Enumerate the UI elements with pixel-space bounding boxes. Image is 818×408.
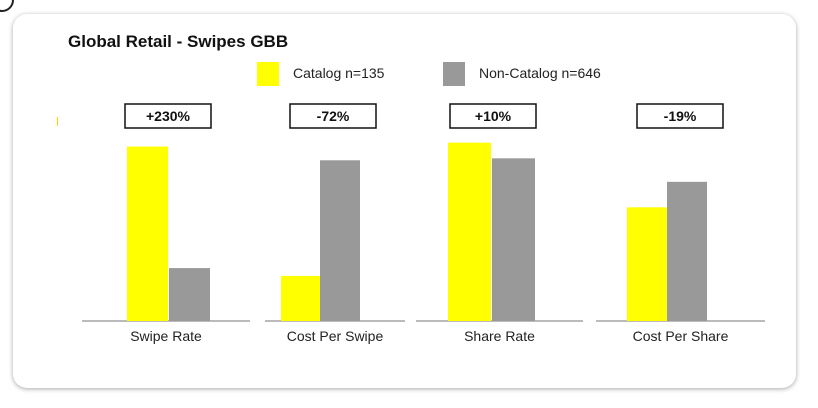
legend-label-catalog: Catalog n=135 [293, 65, 385, 81]
category-label-share-rate: Share Rate [464, 328, 535, 344]
change-badge-swipe-rate [124, 103, 212, 129]
change-label-cost-per-share: -19% [664, 108, 697, 124]
legend-swatch-non-catalog [443, 62, 465, 86]
bar-cost-per-swipe-non-catalog [320, 160, 360, 321]
bar-cost-per-share-non-catalog [667, 181, 707, 321]
legend-swatch-catalog [257, 62, 279, 86]
category-label-swipe-rate: Swipe Rate [130, 328, 202, 344]
legend-label-non-catalog: Non-Catalog n=646 [479, 65, 601, 81]
bar-swipe-rate-non-catalog [169, 268, 210, 321]
bar-cost-per-swipe-catalog [281, 275, 321, 321]
change-label-share-rate: +10% [475, 108, 512, 124]
category-label-cost-per-swipe: Cost Per Swipe [287, 328, 384, 344]
bar-cost-per-share-catalog [627, 207, 667, 321]
category-label-cost-per-share: Cost Per Share [633, 328, 729, 344]
yellow-tick-mark [57, 117, 58, 126]
bar-swipe-rate-catalog [127, 146, 168, 321]
change-label-cost-per-swipe: -72% [317, 108, 350, 124]
change-badge-cost-per-share [636, 103, 724, 129]
change-badge-cost-per-swipe [289, 103, 377, 129]
bar-share-rate-non-catalog [492, 158, 535, 321]
chart-title: Global Retail - Swipes GBB [68, 32, 289, 51]
bar-share-rate-catalog [448, 142, 491, 321]
change-badge-share-rate [449, 103, 537, 129]
change-label-swipe-rate: +230% [146, 108, 191, 124]
